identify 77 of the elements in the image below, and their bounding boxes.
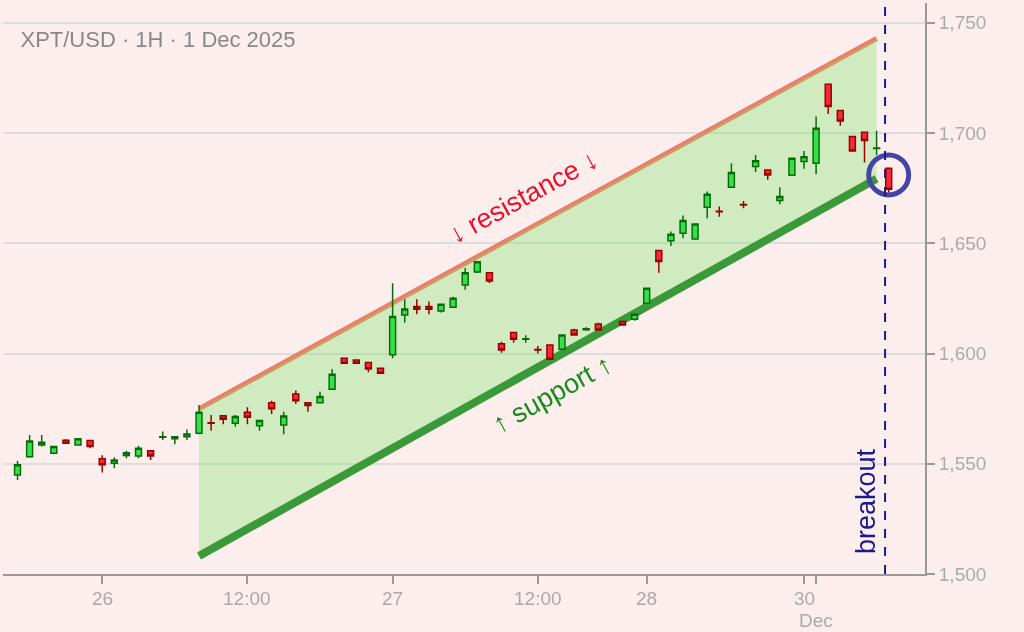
candlestick bbox=[727, 162, 736, 189]
candlestick bbox=[292, 389, 300, 405]
candlestick bbox=[715, 205, 724, 218]
candlestick bbox=[146, 449, 155, 461]
candlestick bbox=[836, 109, 845, 127]
candlestick bbox=[207, 414, 215, 432]
candlestick bbox=[316, 390, 324, 404]
candlestick bbox=[413, 298, 421, 316]
x-tick-label: 27 bbox=[382, 588, 404, 609]
text: XPT/USD · 1H · 1 Dec 2025 bbox=[20, 27, 296, 52]
candlestick bbox=[328, 368, 336, 391]
candlestick bbox=[534, 345, 542, 355]
candlestick bbox=[824, 83, 832, 115]
candlestick bbox=[425, 300, 433, 316]
candlestick bbox=[485, 272, 494, 284]
candlestick bbox=[50, 444, 58, 454]
candlestick bbox=[74, 438, 82, 446]
y-tick-label: 1,550 bbox=[938, 453, 987, 475]
candlestick bbox=[570, 328, 578, 336]
candlestick bbox=[461, 267, 469, 291]
candlestick bbox=[691, 223, 699, 240]
x-tick-label: 12:00 bbox=[223, 588, 271, 609]
candlestick bbox=[13, 460, 22, 481]
candlestick bbox=[171, 435, 179, 446]
candlestick bbox=[509, 331, 518, 344]
candlestick bbox=[812, 115, 820, 176]
candlestick bbox=[872, 130, 881, 156]
candlestick bbox=[776, 186, 784, 206]
candlestick bbox=[860, 131, 869, 164]
x-tick-label: 26 bbox=[92, 588, 114, 609]
candlestick bbox=[86, 438, 94, 450]
annotation: breakout bbox=[851, 448, 882, 555]
candlestick bbox=[703, 190, 711, 219]
candlestick bbox=[800, 150, 808, 170]
x-tick-label: 12:00 bbox=[514, 588, 562, 609]
candlestick bbox=[364, 361, 373, 374]
candlestick bbox=[594, 321, 603, 331]
candlestick bbox=[679, 214, 687, 239]
candlestick bbox=[62, 438, 70, 445]
y-tick-label: 1,500 bbox=[938, 563, 987, 585]
y-tick-label: 1,600 bbox=[938, 343, 987, 365]
candlestick bbox=[667, 230, 675, 247]
candlestick bbox=[655, 249, 663, 274]
candlestick bbox=[788, 157, 796, 176]
candlestick bbox=[280, 410, 288, 435]
x-tick-label: 28 bbox=[636, 588, 658, 609]
x-tick-label: Dec bbox=[799, 610, 833, 631]
candlestick bbox=[25, 434, 34, 459]
candlestick bbox=[243, 406, 252, 426]
candlestick bbox=[231, 414, 240, 428]
candlestick bbox=[546, 343, 554, 361]
candlestick bbox=[848, 135, 857, 152]
candlestick bbox=[582, 326, 590, 332]
candlestick bbox=[98, 454, 106, 474]
y-tick-label: 1,650 bbox=[938, 232, 987, 254]
candlestick bbox=[352, 358, 361, 364]
candlestick bbox=[304, 401, 312, 413]
candlestick bbox=[642, 287, 651, 305]
candlestick bbox=[521, 334, 530, 344]
candlestick bbox=[388, 282, 397, 359]
candlestick bbox=[449, 295, 457, 309]
candlestick bbox=[183, 428, 191, 441]
candlestick bbox=[38, 434, 46, 448]
candlestick bbox=[437, 303, 445, 314]
candlestick bbox=[558, 334, 566, 351]
candlestick bbox=[763, 168, 772, 181]
candlestick bbox=[618, 320, 627, 326]
candlestick bbox=[110, 456, 119, 469]
candlestick bbox=[219, 414, 227, 426]
candlestick bbox=[195, 404, 203, 435]
x-tick-label: 30 bbox=[794, 588, 816, 609]
y-tick-label: 1,700 bbox=[938, 122, 987, 144]
y-tick-label: 1,750 bbox=[938, 12, 987, 34]
candlestick bbox=[401, 298, 409, 324]
candlestick bbox=[340, 356, 348, 365]
candlestick bbox=[497, 340, 506, 354]
candlestick bbox=[473, 260, 482, 274]
